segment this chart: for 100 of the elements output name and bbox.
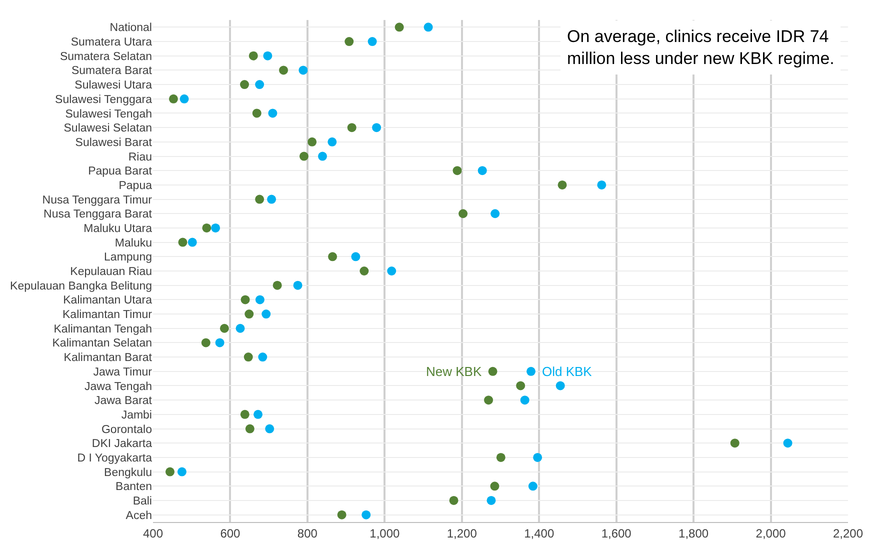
point	[362, 510, 371, 520]
y-tick-label: Sulawesi Utara	[74, 80, 153, 92]
y-tick-label: Sulawesi Barat	[75, 136, 153, 149]
y-tick-label: Kalimantan Barat	[64, 352, 153, 364]
x-tick-label: 600	[220, 526, 241, 540]
y-tick-label: Sumatera Selatan	[60, 50, 152, 63]
x-tick-label: 2,200	[832, 526, 864, 540]
point	[520, 396, 530, 405]
point	[180, 94, 189, 104]
series-label: New KBK	[426, 364, 482, 379]
point	[202, 223, 212, 232]
point	[177, 467, 186, 476]
y-tick-label: DKI Jakarta	[92, 438, 153, 450]
point	[478, 166, 487, 176]
point	[394, 22, 404, 32]
y-tick-label: Sumatera Utara	[70, 36, 153, 49]
point	[201, 338, 210, 348]
point	[211, 223, 220, 232]
y-tick-label: Aceh	[126, 510, 152, 522]
point	[484, 396, 494, 405]
y-tick-label: Papua	[118, 180, 153, 192]
point	[188, 238, 197, 247]
point	[516, 381, 526, 390]
y-tick-label: Papua Barat	[88, 166, 153, 178]
point	[272, 280, 282, 290]
series-label: Old KBK	[542, 364, 592, 379]
y-tick-label: Jambi	[121, 409, 152, 422]
y-tick-label: National	[110, 22, 152, 34]
y-tick-label: Nusa Tenggara Timur	[42, 194, 152, 206]
point	[597, 180, 606, 190]
point	[730, 438, 740, 448]
point	[255, 194, 264, 204]
point	[165, 467, 174, 476]
y-tick-label: Nusa Tenggara Barat	[44, 208, 153, 221]
point	[248, 51, 258, 60]
y-tick-label: Jawa Barat	[94, 395, 153, 408]
y-tick-label: Kalimantan Tengah	[54, 323, 152, 336]
x-tick-label: 1,000	[370, 526, 400, 540]
point	[255, 295, 264, 304]
point	[360, 266, 369, 276]
x-tick-label: 1,600	[601, 526, 632, 540]
y-tick-label: Banten	[116, 481, 152, 494]
y-tick-label: Bengkulu	[104, 466, 152, 479]
point	[268, 108, 278, 118]
point	[351, 252, 360, 262]
y-tick-label: D I Yogyakarta	[77, 452, 153, 464]
point	[265, 424, 274, 434]
y-tick-label: Sulawesi Tengah	[65, 108, 152, 120]
y-tick-label: Kalimantan Timur	[62, 309, 152, 322]
point	[387, 266, 396, 276]
point	[328, 252, 338, 262]
point	[178, 238, 188, 247]
x-tick-label: 2,000	[756, 526, 786, 540]
point	[368, 37, 377, 46]
x-tick-label: 1,800	[678, 526, 709, 540]
point	[240, 410, 250, 419]
point	[528, 482, 538, 491]
point	[298, 66, 308, 75]
y-tick-label: Bali	[132, 496, 152, 508]
text: On average, clinics receive IDR 74 million less under new KBK regime.	[567, 27, 834, 68]
x-tick-label: 800	[297, 526, 318, 540]
point	[347, 123, 356, 132]
y-tick-label: Lampung	[104, 252, 152, 264]
point	[244, 352, 253, 362]
point	[449, 496, 458, 505]
y-tick-label: Jawa Timur	[93, 366, 152, 378]
y-tick-label: Sulawesi Tenggara	[55, 94, 153, 106]
y-tick-label: Sumatera Barat	[71, 65, 153, 78]
point	[220, 324, 229, 333]
point	[245, 424, 254, 434]
y-tick-label: Kepulauan Bangka Belitung	[10, 280, 152, 292]
point	[488, 366, 498, 376]
y-tick-label: Kepulauan Riau	[70, 266, 152, 278]
point	[490, 482, 500, 491]
point	[556, 381, 565, 390]
point	[424, 22, 433, 32]
point	[236, 324, 245, 333]
point	[258, 352, 268, 362]
y-tick-label: Kalimantan Utara	[63, 294, 153, 307]
point	[267, 194, 276, 204]
y-tick-label: Kalimantan Selatan	[52, 338, 152, 350]
point	[254, 410, 263, 419]
x-tick-label: 400	[142, 526, 164, 540]
y-tick-label: Maluku	[114, 237, 152, 250]
point	[240, 295, 250, 304]
x-tick-label: 1,400	[524, 526, 554, 540]
point	[452, 166, 462, 176]
point	[308, 137, 317, 146]
point	[458, 209, 468, 218]
point	[318, 152, 327, 161]
x-tick-label: 1,200	[446, 526, 478, 540]
point	[372, 123, 382, 132]
point	[244, 310, 254, 319]
point	[252, 108, 262, 118]
point	[255, 80, 264, 90]
point	[558, 180, 567, 190]
y-tick-label: Gorontalo	[101, 424, 152, 436]
point	[496, 452, 506, 462]
y-tick-label: Jawa Tengah	[84, 380, 152, 393]
point	[783, 438, 792, 448]
